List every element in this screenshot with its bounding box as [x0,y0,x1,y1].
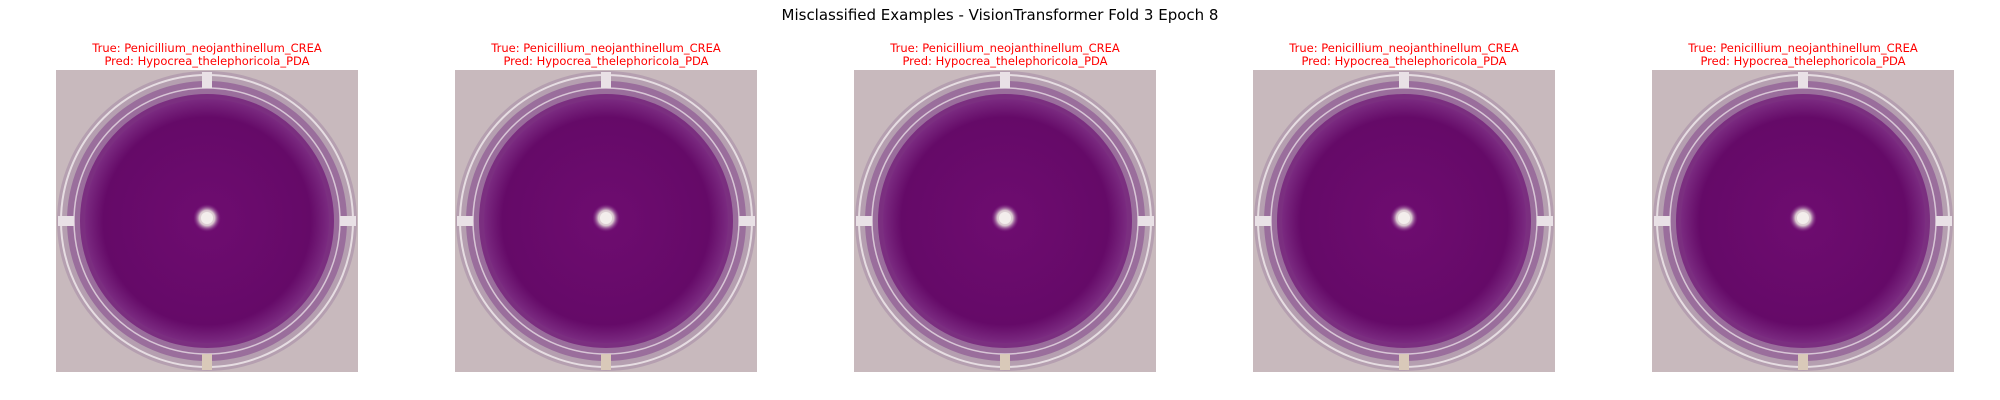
petri-dish-image [56,70,358,372]
example-panel: True: Penicillium_neojanthinellum_CREA P… [1652,42,1954,372]
panel-caption: True: Penicillium_neojanthinellum_CREA P… [1253,42,1555,70]
panel-caption: True: Penicillium_neojanthinellum_CREA P… [455,42,757,70]
pred-label: Pred: Hypocrea_thelephoricola_PDA [1700,54,1906,68]
pred-label: Pred: Hypocrea_thelephoricola_PDA [104,54,310,68]
example-panel: True: Penicillium_neojanthinellum_CREA P… [455,42,757,372]
example-panel: True: Penicillium_neojanthinellum_CREA P… [1253,42,1555,372]
petri-dish-image [1253,70,1555,372]
petri-dish-image [1652,70,1954,372]
petri-dish-image [854,70,1156,372]
panel-caption: True: Penicillium_neojanthinellum_CREA P… [854,42,1156,70]
example-panel: True: Penicillium_neojanthinellum_CREA P… [56,42,358,372]
example-panel: True: Penicillium_neojanthinellum_CREA P… [854,42,1156,372]
petri-dish-image [455,70,757,372]
true-label: True: Penicillium_neojanthinellum_CREA [890,41,1120,55]
pred-label: Pred: Hypocrea_thelephoricola_PDA [1301,54,1507,68]
true-label: True: Penicillium_neojanthinellum_CREA [1688,41,1918,55]
true-label: True: Penicillium_neojanthinellum_CREA [1289,41,1519,55]
panel-caption: True: Penicillium_neojanthinellum_CREA P… [1652,42,1954,70]
pred-label: Pred: Hypocrea_thelephoricola_PDA [503,54,709,68]
true-label: True: Penicillium_neojanthinellum_CREA [491,41,721,55]
figure-title: Misclassified Examples - VisionTransform… [781,6,1219,24]
pred-label: Pred: Hypocrea_thelephoricola_PDA [902,54,1108,68]
panel-caption: True: Penicillium_neojanthinellum_CREA P… [56,42,358,70]
true-label: True: Penicillium_neojanthinellum_CREA [92,41,322,55]
